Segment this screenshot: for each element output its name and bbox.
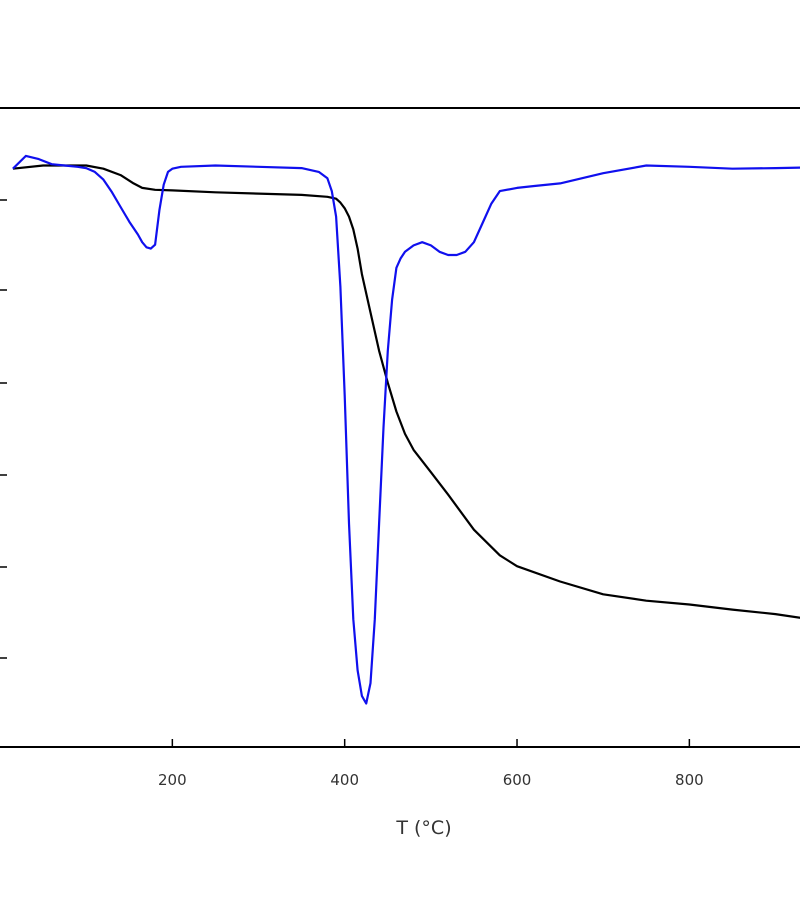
series-layer [12,154,800,705]
x-axis-title: T (°C) [395,817,451,839]
x-tick-label: 200 [158,771,187,789]
y-axis-ticks [0,199,7,659]
x-axis-tick-labels: 200 400 600 800 [158,771,704,789]
series-line-tga [12,164,800,619]
x-tick-label: 800 [675,771,704,789]
series-line-dtg [12,154,800,705]
axis-frame [0,107,800,748]
x-axis-ticks [171,739,691,747]
x-tick-label: 600 [503,771,532,789]
x-tick-label: 400 [330,771,359,789]
